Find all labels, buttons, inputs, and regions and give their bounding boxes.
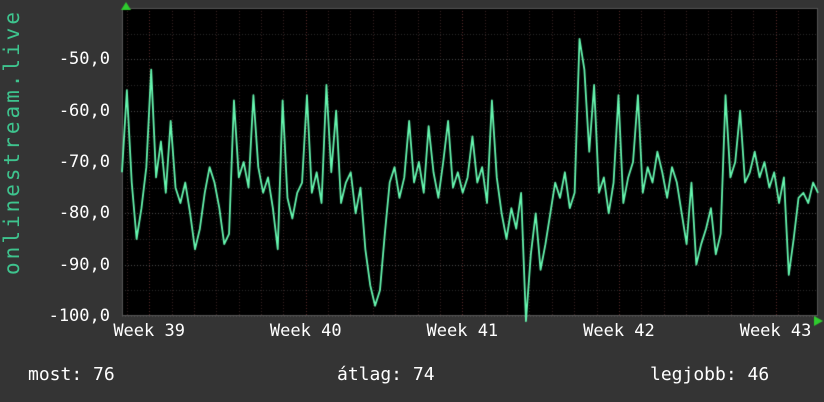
x-tick-label: Week 41 (426, 321, 499, 341)
stat-average-label: átlag: (337, 364, 403, 385)
stat-current: most: 76 (28, 364, 115, 385)
stat-current-value: 76 (93, 364, 115, 385)
x-tick-label: Week 42 (583, 321, 655, 341)
y-tick-label: -60,0 (58, 100, 110, 121)
y-axis-title: onlinestream.live (0, 9, 24, 275)
x-tick-label: Week 40 (269, 321, 342, 341)
stat-best: legjobb: 46 (650, 364, 769, 385)
stat-current-label: most: (28, 364, 83, 385)
x-tick-label: Week 43 (739, 321, 812, 341)
y-tick-label: -80,0 (58, 203, 110, 224)
x-tick-label: Week 39 (113, 321, 185, 341)
stat-best-value: 46 (747, 364, 770, 385)
stat-average-value: 74 (412, 364, 435, 385)
stat-average: átlag: 74 (337, 364, 435, 385)
y-tick-label: -100,0 (48, 306, 110, 326)
y-tick-label: -50,0 (58, 49, 110, 70)
y-tick-label: -90,0 (58, 254, 110, 275)
stat-best-label: legjobb: (650, 364, 737, 385)
y-tick-label: -70,0 (58, 152, 110, 172)
